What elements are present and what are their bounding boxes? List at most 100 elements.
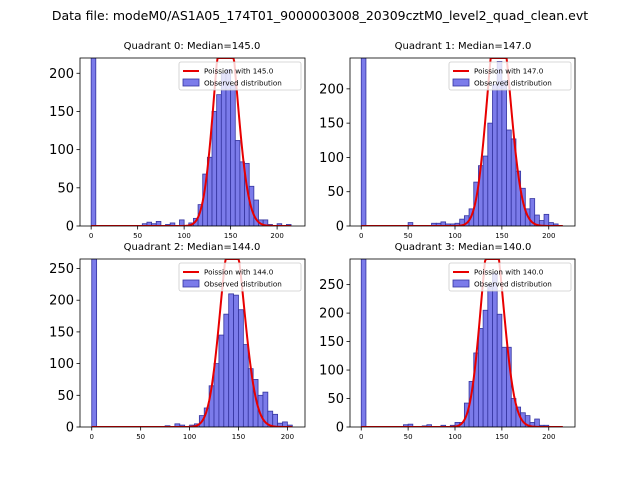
y-tick-label: 200 bbox=[49, 294, 74, 309]
axes-frame bbox=[79, 258, 306, 428]
y-tick-label: 0 bbox=[336, 421, 344, 436]
histogram-bar bbox=[262, 391, 269, 427]
histogram-bar bbox=[276, 223, 283, 226]
x-tick-label: 150 bbox=[495, 433, 508, 441]
legend: Poission with 144.0 Observed distribution bbox=[178, 262, 302, 292]
poisson-curve bbox=[91, 58, 292, 226]
x-tick-label: 50 bbox=[404, 232, 413, 240]
y-tick-label: 100 bbox=[49, 143, 74, 158]
y-tick-label: 150 bbox=[49, 105, 74, 120]
y-tick-label: 50 bbox=[57, 181, 74, 196]
histogram-bar bbox=[501, 346, 507, 427]
figure-title: Data file: modeM0/AS1A05_174T01_90000030… bbox=[52, 8, 588, 23]
y-tick-label: 200 bbox=[319, 82, 344, 97]
subplot-title: Quadrant 3: Median=140.0 bbox=[395, 242, 532, 253]
legend-box bbox=[178, 262, 302, 292]
x-tick-label: 0 bbox=[359, 433, 363, 441]
histogram-bar bbox=[91, 259, 98, 427]
axes-frame bbox=[349, 57, 576, 227]
legend-bar-swatch bbox=[182, 279, 200, 288]
y-tick-label: 250 bbox=[319, 278, 344, 293]
histogram-bar bbox=[262, 219, 269, 226]
y-tick-label: 0 bbox=[336, 220, 344, 235]
legend-bar-swatch bbox=[452, 279, 470, 288]
histogram-bar bbox=[233, 294, 239, 427]
legend-label-poisson: Poission with 140.0 bbox=[474, 268, 544, 277]
x-tick-label: 50 bbox=[136, 433, 145, 441]
x-tick-label: 200 bbox=[270, 232, 283, 240]
legend-label-observed: Observed distribution bbox=[474, 79, 552, 88]
histogram-bar bbox=[220, 72, 227, 226]
histogram-bar bbox=[228, 293, 234, 427]
histogram-bar bbox=[360, 259, 367, 427]
subplot-quadrant-0: Quadrant 0: Median=145.0 0 50 100 150 200 0 50… bbox=[49, 41, 306, 240]
y-tick-label: 200 bbox=[49, 67, 74, 82]
histogram-bar bbox=[360, 58, 367, 226]
histogram-bar bbox=[501, 80, 507, 226]
histogram-bar bbox=[272, 413, 279, 427]
x-tick-label: 50 bbox=[133, 232, 142, 240]
poisson-curve bbox=[361, 58, 563, 226]
histogram-bar bbox=[543, 213, 550, 226]
histogram-bar bbox=[155, 221, 162, 226]
x-tick-label: 0 bbox=[359, 232, 363, 240]
legend-box bbox=[448, 61, 572, 91]
histogram-bar bbox=[213, 363, 220, 427]
axes-frame bbox=[79, 57, 306, 227]
histogram-bar bbox=[506, 346, 512, 427]
histogram-bar bbox=[225, 69, 232, 226]
legend: Poission with 145.0 Observed distribution bbox=[178, 61, 302, 91]
x-tick-label: 0 bbox=[89, 232, 93, 240]
subplot-quadrant-3: Quadrant 3: Median=140.0 0 50 100 150 200 250… bbox=[319, 242, 576, 441]
histogram-bar bbox=[234, 140, 241, 226]
plot-area: 0 50 100 150 200 0 50 100 150 200 bbox=[49, 57, 306, 240]
x-tick-label: 100 bbox=[177, 232, 190, 240]
histogram-bar bbox=[482, 309, 489, 427]
histogram-bar bbox=[478, 328, 484, 427]
plot-clip-group bbox=[360, 58, 563, 226]
subplot-quadrant-2: Quadrant 2: Median=144.0 0 50 100 150 200 250… bbox=[49, 242, 306, 441]
histogram-bar bbox=[492, 84, 498, 226]
histogram-bar bbox=[218, 334, 225, 427]
histogram-bar bbox=[487, 122, 493, 226]
y-tick-label: 100 bbox=[319, 364, 344, 379]
y-tick-label: 0 bbox=[66, 421, 74, 436]
y-tick-label: 0 bbox=[66, 220, 74, 235]
subplot-title: Quadrant 2: Median=144.0 bbox=[124, 242, 261, 253]
x-tick-label: 150 bbox=[232, 433, 245, 441]
legend-label-observed: Observed distribution bbox=[204, 280, 282, 289]
x-tick-label: 200 bbox=[542, 232, 555, 240]
legend-bar-swatch bbox=[452, 78, 470, 87]
plot-area: 0 50 100 150 200 250 0 50 100 150 200 bbox=[319, 258, 576, 441]
legend: Poission with 147.0 Observed distribution bbox=[448, 61, 572, 91]
histogram-bar bbox=[90, 58, 97, 226]
x-tick-label: 100 bbox=[183, 433, 196, 441]
y-tick-label: 50 bbox=[327, 392, 344, 407]
legend-label-poisson: Poission with 144.0 bbox=[204, 268, 274, 277]
histogram-bar bbox=[238, 309, 244, 427]
histogram-bar bbox=[492, 272, 498, 427]
subplot-title: Quadrant 0: Median=145.0 bbox=[124, 41, 261, 52]
y-tick-label: 100 bbox=[319, 151, 344, 166]
x-tick-label: 100 bbox=[448, 433, 461, 441]
histogram-bar bbox=[506, 129, 512, 226]
y-tick-label: 50 bbox=[327, 185, 344, 200]
axes-frame bbox=[349, 258, 576, 428]
y-tick-label: 250 bbox=[49, 262, 74, 277]
subplot-title: Quadrant 1: Median=147.0 bbox=[395, 41, 532, 52]
subplot-quadrant-1: Quadrant 1: Median=147.0 0 50 100 150 200 0 50… bbox=[319, 41, 576, 240]
histogram-bar bbox=[230, 85, 236, 226]
plot-clip-group bbox=[360, 259, 563, 427]
plot-area: 0 50 100 150 200 0 50 100 150 200 bbox=[319, 57, 576, 240]
x-tick-label: 150 bbox=[224, 232, 237, 240]
x-tick-label: 150 bbox=[495, 232, 508, 240]
legend-label-observed: Observed distribution bbox=[474, 280, 552, 289]
x-tick-label: 200 bbox=[542, 433, 555, 441]
y-tick-label: 200 bbox=[319, 307, 344, 322]
y-tick-label: 150 bbox=[49, 325, 74, 340]
plot-clip-group bbox=[90, 58, 292, 226]
histogram-bar bbox=[496, 313, 503, 427]
legend-bar-swatch bbox=[182, 78, 200, 87]
legend-box bbox=[448, 262, 572, 292]
y-tick-label: 50 bbox=[57, 389, 74, 404]
